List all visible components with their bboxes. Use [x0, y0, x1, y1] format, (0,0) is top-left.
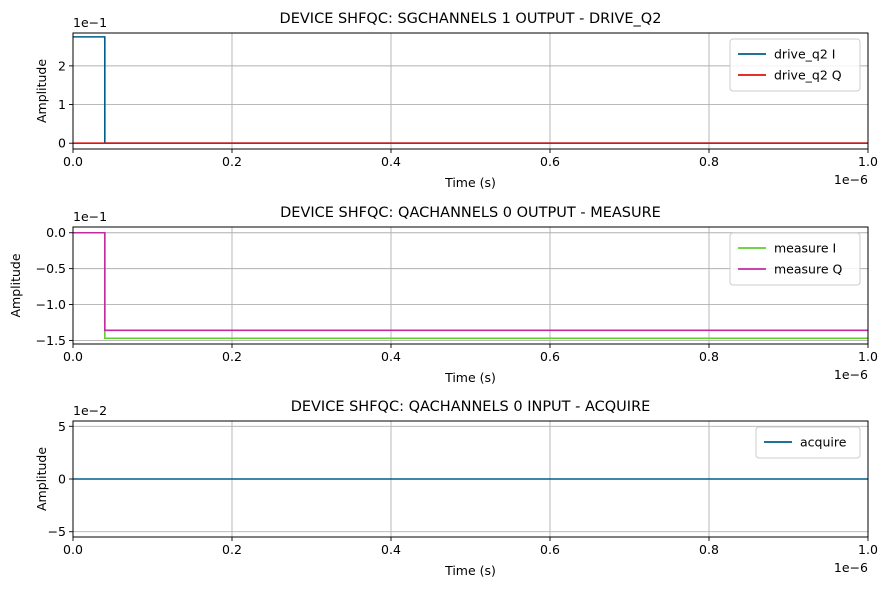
- x-axis-label: Time (s): [444, 563, 496, 578]
- legend-label: drive_q2 Q: [774, 68, 842, 83]
- x-tick-label: 1.0: [858, 349, 878, 364]
- chart-panel-2: 0.0 0.2 0.4 0.6 0.8 1.0 5 0 −5 1e−2 1e−6 DEVICE SHF…: [34, 399, 878, 578]
- legend-box: [729, 38, 861, 92]
- y-tick-label: 5: [58, 419, 66, 434]
- series-line-1: [73, 231, 868, 332]
- y-axis-label: Amplitude: [8, 253, 23, 317]
- y-offset-label: 1e−1: [73, 209, 107, 224]
- x-tick-label: 0.8: [699, 542, 719, 557]
- y-tick-label: 1: [58, 97, 66, 112]
- legend: measure I measure Q: [729, 232, 861, 286]
- y-offset-label: 1e−1: [73, 15, 107, 30]
- x-tick-label: 0.6: [540, 154, 560, 169]
- x-tick-label: 0.4: [381, 349, 401, 364]
- y-axis-label: Amplitude: [34, 447, 49, 511]
- x-offset-label: 1e−6: [834, 367, 868, 382]
- y-tick-label: 0: [58, 472, 66, 487]
- chart-title: DEVICE SHFQC: SGCHANNELS 1 OUTPUT - DRIV…: [280, 11, 662, 27]
- x-offset-label: 1e−6: [834, 172, 868, 187]
- chart-panel-1: 0.0 0.2 0.4 0.6 0.8 1.0 0.0 −0.5 −1.0 −1.5 1e−1 1e−…: [8, 205, 878, 385]
- y-tick-label: −1.5: [36, 333, 66, 348]
- chart-title: DEVICE SHFQC: QACHANNELS 0 OUTPUT - MEAS…: [280, 205, 661, 221]
- y-offset-label: 1e−2: [73, 403, 107, 418]
- x-tick-label: 0.0: [63, 349, 83, 364]
- y-tick-label: −1.0: [36, 297, 66, 312]
- chart-title: DEVICE SHFQC: QACHANNELS 0 INPUT - ACQUI…: [291, 399, 651, 415]
- plot-frame: [72, 32, 869, 150]
- x-tick-label: 1.0: [858, 154, 878, 169]
- y-tick-label: −0.5: [36, 261, 66, 276]
- x-axis-label: Time (s): [444, 175, 496, 190]
- x-tick-label: 0.2: [222, 154, 242, 169]
- y-tick-label: 0.0: [46, 225, 66, 240]
- x-tick-label: 0.6: [540, 542, 560, 557]
- x-tick-label: 1.0: [858, 542, 878, 557]
- legend: acquire: [755, 426, 861, 459]
- legend-label: drive_q2 I: [774, 47, 835, 62]
- x-tick-label: 0.4: [381, 154, 401, 169]
- legend-box: [755, 426, 861, 459]
- chart-panel-0: 0.0 0.2 0.4 0.6 0.8 1.0 0 1 2 1e−1 1e−6 DEVICE SHFQ…: [34, 11, 878, 190]
- legend-label: measure Q: [774, 262, 842, 277]
- legend-label: measure I: [774, 241, 836, 256]
- x-tick-label: 0.2: [222, 349, 242, 364]
- plot-frame: [72, 226, 869, 345]
- y-tick-label: 2: [58, 58, 66, 73]
- x-tick-label: 0.8: [699, 349, 719, 364]
- legend-label: acquire: [800, 435, 847, 450]
- legend-box: [729, 232, 861, 286]
- y-tick-label: −5: [48, 524, 66, 539]
- x-tick-label: 0.0: [63, 542, 83, 557]
- x-offset-label: 1e−6: [834, 560, 868, 575]
- x-tick-label: 0.0: [63, 154, 83, 169]
- x-tick-label: 0.6: [540, 349, 560, 364]
- y-tick-label: 0: [58, 136, 66, 151]
- x-axis-label: Time (s): [444, 370, 496, 385]
- legend: drive_q2 I drive_q2 Q: [729, 38, 861, 92]
- x-tick-label: 0.2: [222, 542, 242, 557]
- x-tick-label: 0.4: [381, 542, 401, 557]
- y-axis-label: Amplitude: [34, 59, 49, 123]
- x-tick-label: 0.8: [699, 154, 719, 169]
